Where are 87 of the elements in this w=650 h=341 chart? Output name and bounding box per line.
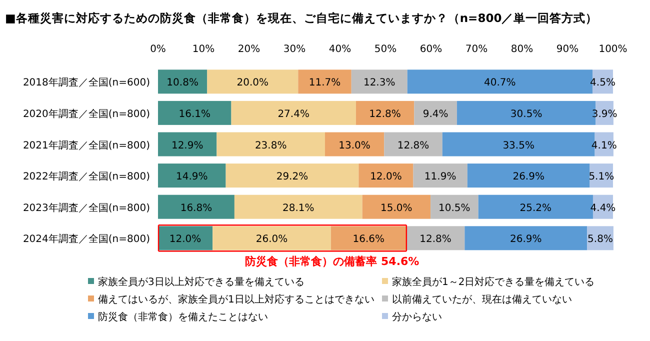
data-label: 11.9% (424, 172, 456, 183)
data-label: 4.5% (590, 78, 616, 89)
data-label: 25.2% (520, 202, 552, 214)
bar (351, 70, 408, 94)
x-tick-label: 100% (598, 44, 628, 55)
data-label: 16.1% (178, 108, 211, 120)
y-tick-label: 2018年調査／全国(n=600) (22, 76, 150, 89)
data-label: 12.8% (369, 108, 401, 120)
data-label: 16.8% (180, 202, 212, 214)
x-tick-label: 70% (465, 44, 488, 55)
bar (216, 132, 325, 156)
bar (467, 164, 590, 188)
data-label: 13.0% (338, 140, 370, 152)
bar (158, 164, 226, 188)
legend-label: 家族全員が1～2日対応できる量を備えている (392, 276, 595, 288)
chart-title: ■各種災害に対応するための防災食（非常食）を現在、ご自宅に備えていますか？（n=800／単一回答方式） (5, 11, 598, 25)
y-tick-label: 2022年調査／全国(n=800) (22, 170, 150, 183)
data-label: 12.8% (420, 234, 452, 246)
data-label: 16.6% (352, 234, 385, 246)
data-label: 5.1% (588, 172, 614, 183)
data-label: 29.2% (276, 172, 308, 183)
data-label: 30.5% (510, 108, 542, 120)
x-tick-label: 0% (150, 44, 166, 55)
data-label: 10.8% (166, 78, 198, 89)
bar (358, 164, 414, 188)
data-label: 20.0% (236, 78, 269, 89)
bar (330, 226, 406, 250)
data-label: 12.3% (363, 78, 396, 89)
data-label: 15.0% (380, 202, 412, 214)
y-tick-label: 2024年調査／全国(n=800) (22, 233, 150, 246)
data-label: 11.7% (308, 78, 341, 89)
x-tick-label: 20% (238, 44, 260, 55)
data-label: 26.9% (512, 172, 544, 183)
bar (226, 164, 359, 188)
bar (158, 226, 213, 250)
y-tick-label: 2021年調査／全国(n=800) (22, 139, 150, 152)
bar (406, 226, 465, 250)
x-tick-label: 30% (283, 44, 306, 55)
bar (356, 100, 414, 125)
data-label: 12.0% (169, 234, 202, 246)
data-label: 33.5% (502, 140, 534, 152)
bar (414, 100, 457, 125)
data-label: 3.9% (592, 108, 618, 120)
bar (362, 194, 431, 219)
data-label: 26.9% (510, 234, 542, 246)
data-label: 23.8% (254, 140, 287, 152)
legend-label: 防災食（非常食）を備えたことはない (98, 311, 268, 323)
data-label: 12.8% (397, 140, 430, 152)
bar (324, 132, 384, 156)
bar (158, 70, 208, 94)
bar (298, 70, 352, 94)
legend-label: 家族全員が3日以上対応できる量を備えている (98, 276, 304, 288)
data-label: 12.0% (370, 172, 402, 183)
x-tick-label: 90% (556, 44, 579, 55)
x-tick-label: 50% (374, 44, 397, 55)
data-label: 9.4% (422, 108, 448, 120)
annotation: 防災食（非常食）の備蓄率 54.6% (245, 255, 420, 268)
data-label: 4.4% (590, 202, 616, 214)
data-label: 14.9% (176, 172, 208, 183)
data-label: 10.5% (438, 202, 470, 214)
x-tick-label: 10% (192, 44, 215, 55)
bar (207, 70, 298, 94)
y-tick-label: 2023年調査／全国(n=800) (22, 202, 150, 214)
data-label: 12.9% (171, 140, 204, 152)
bar (158, 194, 234, 219)
data-label: 5.8% (588, 234, 613, 246)
bar (158, 100, 232, 125)
bar (430, 194, 478, 219)
data-label: 26.0% (256, 234, 288, 246)
data-label: 4.1% (591, 140, 617, 152)
x-tick-label: 60% (420, 44, 442, 55)
bar (158, 132, 217, 156)
data-label: 28.1% (282, 202, 314, 214)
bar (212, 226, 331, 250)
legend-label: 以前備えていたが、現在は備えていない (392, 294, 572, 306)
y-tick-label: 2020年調査／全国(n=800) (22, 108, 150, 120)
legend-label: 備えてはいるが、家族全員が1日以上対応することはできない (98, 294, 374, 306)
x-tick-label: 80% (510, 44, 534, 55)
data-label: 40.7% (484, 78, 516, 89)
data-label: 27.4% (278, 108, 310, 120)
bar (384, 132, 442, 156)
bar (413, 164, 468, 188)
bar (234, 194, 362, 219)
bar (464, 226, 588, 250)
bar (231, 100, 356, 125)
x-tick-label: 40% (328, 44, 352, 55)
legend-label: 分からない (392, 311, 442, 323)
